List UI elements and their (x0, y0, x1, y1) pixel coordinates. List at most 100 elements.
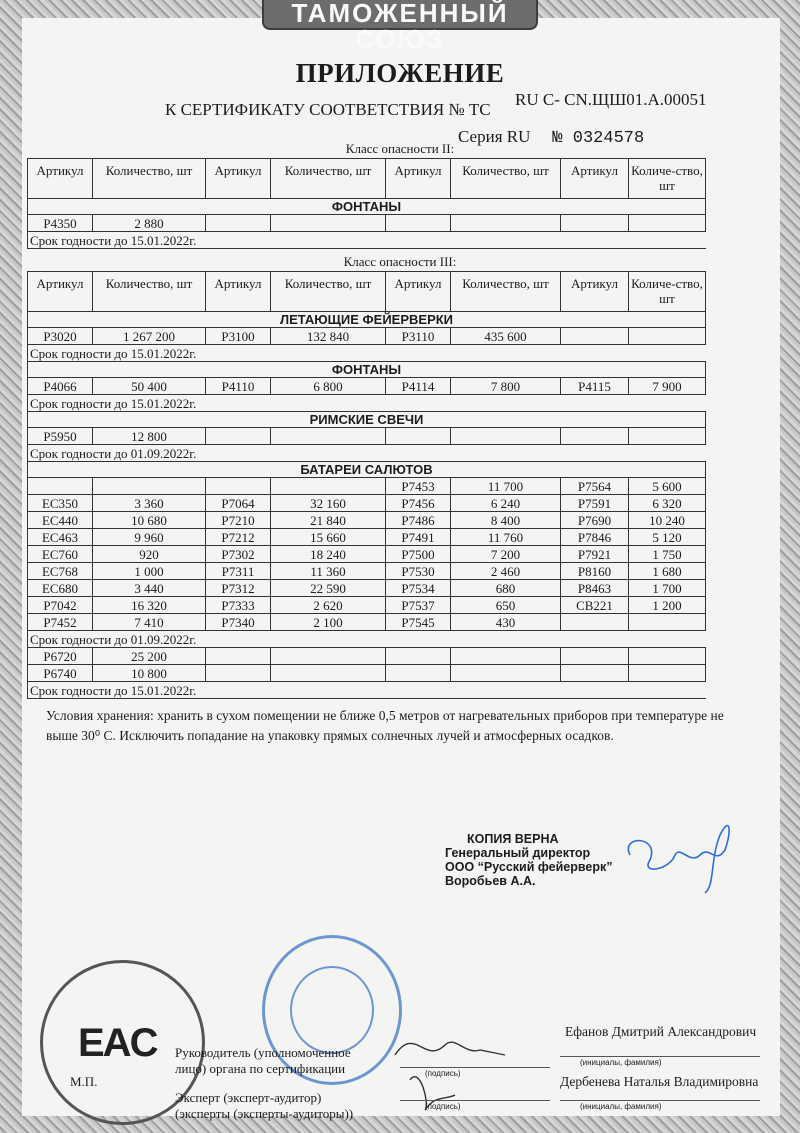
quantity-cell (628, 664, 706, 682)
column-header: Артикул (205, 271, 271, 312)
column-header: Количество, шт (92, 271, 206, 312)
article-cell: ЕС760 (27, 545, 93, 563)
quantity-cell: 15 660 (270, 528, 386, 546)
quantity-cell (270, 214, 386, 232)
column-header: Количе-ство, шт (628, 271, 706, 312)
article-cell (205, 647, 271, 665)
quantity-cell: 21 840 (270, 511, 386, 529)
stamp-place-label: М.П. (70, 1074, 98, 1089)
quantity-cell (628, 613, 706, 631)
article-cell: Р4115 (560, 377, 629, 395)
article-cell: ЕС463 (27, 528, 93, 546)
article-cell: Р7486 (385, 511, 451, 529)
certificate-number: RU С- CN.ЩШ01.А.00051 (515, 90, 707, 109)
header-row: Артикул Количество, шт Артикул Количество, … (27, 158, 706, 199)
column-header: Артикул (560, 158, 629, 199)
column-header: Артикул (205, 158, 271, 199)
quantity-cell: 7 410 (92, 613, 206, 631)
article-cell: Р7500 (385, 545, 451, 563)
quantity-cell: 6 240 (450, 494, 561, 512)
quantity-cell (270, 427, 386, 445)
name-line-1 (560, 1056, 760, 1057)
quantity-cell: 2 460 (450, 562, 561, 580)
article-cell (560, 613, 629, 631)
quantity-cell: 1 680 (628, 562, 706, 580)
article-cell: Р5950 (27, 427, 93, 445)
article-cell: Р8463 (560, 579, 629, 597)
series-number: 0324578 (572, 129, 645, 148)
column-header: Артикул (27, 271, 93, 312)
quantity-cell (270, 664, 386, 682)
quantity-cell: 50 400 (92, 377, 206, 395)
quantity-cell: 25 200 (92, 647, 206, 665)
quantity-cell (628, 327, 706, 345)
article-cell: Р4114 (385, 377, 451, 395)
article-cell (385, 647, 451, 665)
signatures (394, 1041, 506, 1111)
quantity-cell: 920 (92, 545, 206, 563)
article-cell: Р6720 (27, 647, 93, 665)
series-label: Серия RU (458, 127, 531, 146)
quantity-cell: 32 160 (270, 494, 386, 512)
article-cell: Р7312 (205, 579, 271, 597)
section-title: ЛЕТАЮЩИЕ ФЕЙЕРВЕРКИ (27, 311, 706, 328)
article-cell: Р3020 (27, 327, 93, 345)
article-cell: Р7690 (560, 511, 629, 529)
class3-table: Артикул Количество, шт Артикул Количество, … (27, 271, 706, 699)
article-cell (385, 664, 451, 682)
article-cell: Р7042 (27, 596, 93, 614)
signature-line-1 (400, 1067, 550, 1068)
column-header: Артикул (27, 158, 93, 199)
quantity-cell: 12 800 (92, 427, 206, 445)
table-row: ЕС768 1 000 Р7311 11 360 Р7530 2 460 Р8160 1 68… (27, 562, 706, 580)
article-cell: Р7846 (560, 528, 629, 546)
article-cell: Р7491 (385, 528, 451, 546)
quantity-cell: 11 700 (450, 477, 561, 495)
quantity-cell: 10 680 (92, 511, 206, 529)
quantity-cell: 2 100 (270, 613, 386, 631)
quantity-cell (450, 664, 561, 682)
quantity-cell: 5 600 (628, 477, 706, 495)
expiry-note: Срок годности до 15.01.2022г. (27, 681, 706, 699)
quantity-cell: 1 700 (628, 579, 706, 597)
quantity-cell: 2 620 (270, 596, 386, 614)
quantity-cell: 132 840 (270, 327, 386, 345)
column-header: Артикул (385, 271, 451, 312)
customs-union-banner: ТАМОЖЕННЫЙ СОЮЗ (262, 0, 538, 52)
article-cell: Р7537 (385, 596, 451, 614)
quantity-cell: 650 (450, 596, 561, 614)
quantity-cell: 10 240 (628, 511, 706, 529)
header-row: Артикул Количество, шт Артикул Количество, … (27, 271, 706, 312)
article-cell: Р7210 (205, 511, 271, 529)
expert-label: Эксперт (эксперт-аудитор) (эксперты (экс… (175, 1090, 354, 1121)
table-row: ЕС680 3 440 Р7312 22 590 Р7534 680 Р8463 1 700 (27, 579, 706, 597)
quantity-cell: 7 800 (450, 377, 561, 395)
article-cell: Р4066 (27, 377, 93, 395)
table-row: Р7452 7 410 Р7340 2 100 Р7545 430 (27, 613, 706, 631)
series-no-label: № (552, 129, 563, 148)
section-title: ФОНТАНЫ (27, 361, 706, 378)
table-row: ЕС463 9 960 Р7212 15 660 Р7491 11 760 Р7846 5 1… (27, 528, 706, 546)
table-row: ЕС440 10 680 Р7210 21 840 Р7486 8 400 Р7690 10 … (27, 511, 706, 529)
column-header: Количество, шт (270, 158, 386, 199)
expiry-note: Срок годности до 15.01.2022г. (27, 344, 706, 362)
page-title: ПРИЛОЖЕНИЕ (295, 58, 505, 88)
table-row: Р3020 1 267 200 Р3100 132 840 Р3110 435 600 (27, 327, 706, 345)
article-cell: Р7311 (205, 562, 271, 580)
article-cell: Р4110 (205, 377, 271, 395)
quantity-cell (450, 427, 561, 445)
quantity-cell: 11 760 (450, 528, 561, 546)
copy-true-label: КОПИЯ ВЕРНА (467, 832, 559, 846)
article-cell (385, 427, 451, 445)
head-name: Ефанов Дмитрий Александрович (565, 1024, 757, 1039)
quantity-cell (628, 214, 706, 232)
signature-line-2 (400, 1100, 550, 1101)
company-name: ООО “Русский фейерверк” (445, 860, 613, 874)
article-cell (205, 427, 271, 445)
quantity-cell (270, 477, 386, 495)
quantity-cell: 7 200 (450, 545, 561, 563)
quantity-cell: 10 800 (92, 664, 206, 682)
table-row: Р5950 12 800 (27, 427, 706, 445)
article-cell (205, 664, 271, 682)
article-cell: Р7333 (205, 596, 271, 614)
